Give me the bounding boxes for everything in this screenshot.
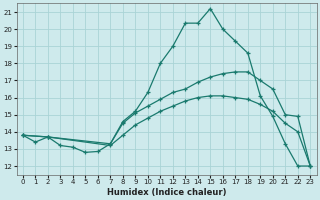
X-axis label: Humidex (Indice chaleur): Humidex (Indice chaleur) bbox=[107, 188, 226, 197]
